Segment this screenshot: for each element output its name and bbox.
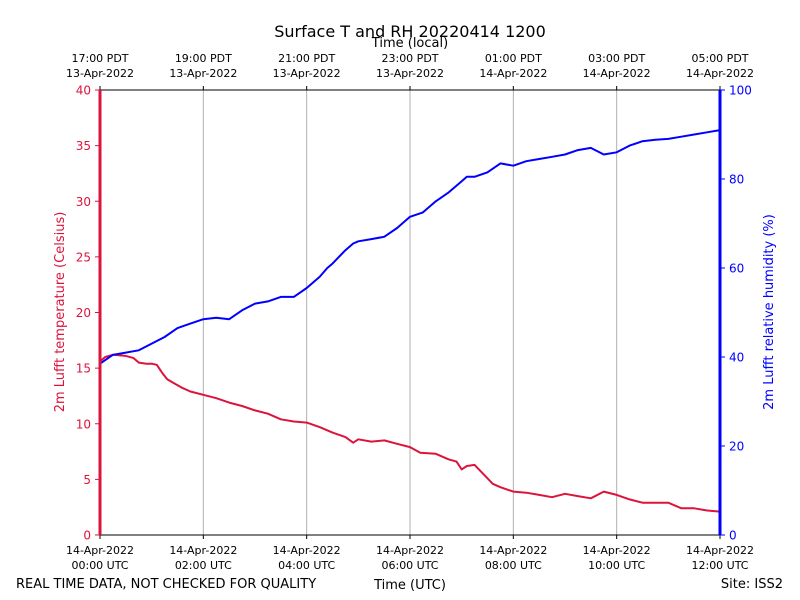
temperature-series-line: [99, 353, 721, 513]
left-tick-label: 0: [83, 529, 91, 543]
right-axis-label: 2m Lufft relative humidity (%): [762, 214, 777, 410]
grid-lines: [202, 90, 618, 535]
top-tick-label-time: 03:00 PDT: [588, 52, 645, 65]
x-tick-label-time: 06:00 UTC: [381, 559, 438, 572]
x-tick-label-date: 14-Apr-2022: [686, 544, 754, 557]
top-tick-label-date: 13-Apr-2022: [66, 67, 134, 80]
quality-disclaimer: REAL TIME DATA, NOT CHECKED FOR QUALITY: [16, 577, 316, 592]
top-tick-label-time: 01:00 PDT: [485, 52, 542, 65]
humidity-series-line: [99, 129, 721, 365]
left-tick-label: 10: [76, 417, 91, 431]
axes-layer: 14-Apr-2022 00:00 UTC 14-Apr-2022 02:00 UTC…: [66, 52, 754, 572]
x-tick-label-date: 14-Apr-2022: [169, 544, 237, 557]
x-tick-label-time: 00:00 UTC: [71, 559, 128, 572]
left-tick-label: 25: [76, 250, 91, 264]
chart-title: Surface T and RH 20220414 1200: [274, 22, 546, 41]
x-tick-label-date: 14-Apr-2022: [376, 544, 444, 557]
x-tick-label-time: 02:00 UTC: [175, 559, 232, 572]
top-axis-label: Time (local): [371, 36, 448, 51]
right-tick-label: 100: [729, 84, 752, 98]
top-tick-label-date: 14-Apr-2022: [583, 67, 651, 80]
x-tick-label-time: 04:00 UTC: [278, 559, 335, 572]
top-tick-label-date: 13-Apr-2022: [376, 67, 444, 80]
left-axis-label: 2m Lufft temperature (Celsius): [53, 212, 68, 413]
top-tick-label-time: 05:00 PDT: [691, 52, 748, 65]
left-tick-label: 35: [76, 139, 91, 153]
x-tick-label-date: 14-Apr-2022: [66, 544, 134, 557]
x-tick-label-time: 08:00 UTC: [485, 559, 542, 572]
right-tick-label: 0: [729, 529, 737, 543]
top-tick-label-date: 13-Apr-2022: [273, 67, 341, 80]
x-tick-label-time: 12:00 UTC: [691, 559, 748, 572]
top-tick-label-time: 19:00 PDT: [175, 52, 232, 65]
left-tick-label: 20: [76, 306, 91, 320]
left-tick-label: 30: [76, 195, 91, 209]
x-tick-label-date: 14-Apr-2022: [583, 544, 651, 557]
x-tick-label-date: 14-Apr-2022: [479, 544, 547, 557]
right-tick-label: 40: [729, 351, 744, 365]
top-tick-label-time: 23:00 PDT: [381, 52, 438, 65]
x-axis-label: Time (UTC): [373, 578, 446, 593]
top-tick-label-time: 21:00 PDT: [278, 52, 335, 65]
right-tick-label: 60: [729, 262, 744, 276]
x-tick-label-date: 14-Apr-2022: [273, 544, 341, 557]
site-label: Site: ISS2: [721, 577, 783, 592]
top-tick-label-date: 13-Apr-2022: [169, 67, 237, 80]
right-tick-label: 80: [729, 173, 744, 187]
top-tick-label-time: 17:00 PDT: [71, 52, 128, 65]
left-tick-label: 40: [76, 84, 91, 98]
x-tick-label-time: 10:00 UTC: [588, 559, 645, 572]
series-layer: [99, 129, 721, 513]
top-tick-label-date: 14-Apr-2022: [686, 67, 754, 80]
left-tick-label: 15: [76, 362, 91, 376]
right-tick-label: 20: [729, 440, 744, 454]
left-tick-label: 5: [83, 473, 91, 487]
top-tick-label-date: 14-Apr-2022: [479, 67, 547, 80]
